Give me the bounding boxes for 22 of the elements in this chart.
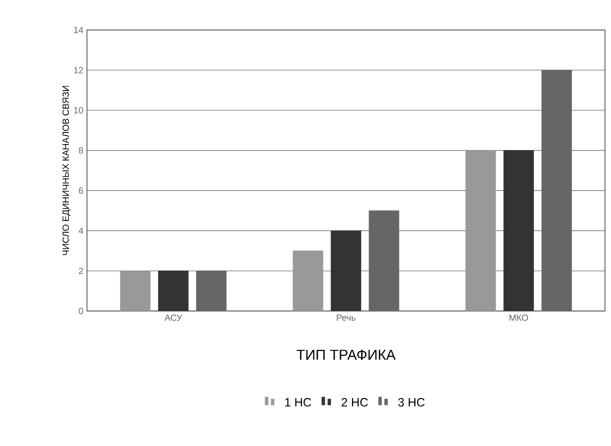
bar [503, 150, 534, 311]
x-tick-label: Речь [336, 314, 356, 321]
legend-label: 3 НС [398, 398, 425, 407]
legend-label: 1 НС [285, 398, 312, 407]
bar [330, 230, 362, 311]
legend-label: 2 НС [342, 398, 368, 407]
x-tick-label: АСУ [164, 314, 182, 321]
y-tick-label: 12 [74, 66, 84, 74]
x-axis-title: ТИП ТРАФИКА [296, 350, 396, 360]
y-tick-label: 10 [74, 107, 84, 114]
y-tick-label: 0 [78, 308, 84, 314]
bar [541, 70, 572, 311]
bar [368, 210, 400, 311]
y-tick-label: 2 [78, 268, 84, 274]
y-axis-title: ЧИСЛО ЕДИНИЧНЫХ КАНАЛОВ СВЯЗИ [62, 86, 71, 256]
y-tick-label: 14 [74, 26, 84, 34]
x-tick-label: МКО [510, 314, 528, 321]
y-tick-label: 4 [78, 228, 84, 234]
y-tick-label: 8 [78, 147, 84, 154]
bar [196, 270, 227, 311]
bar [158, 270, 189, 311]
y-tick-label: 6 [78, 187, 84, 194]
